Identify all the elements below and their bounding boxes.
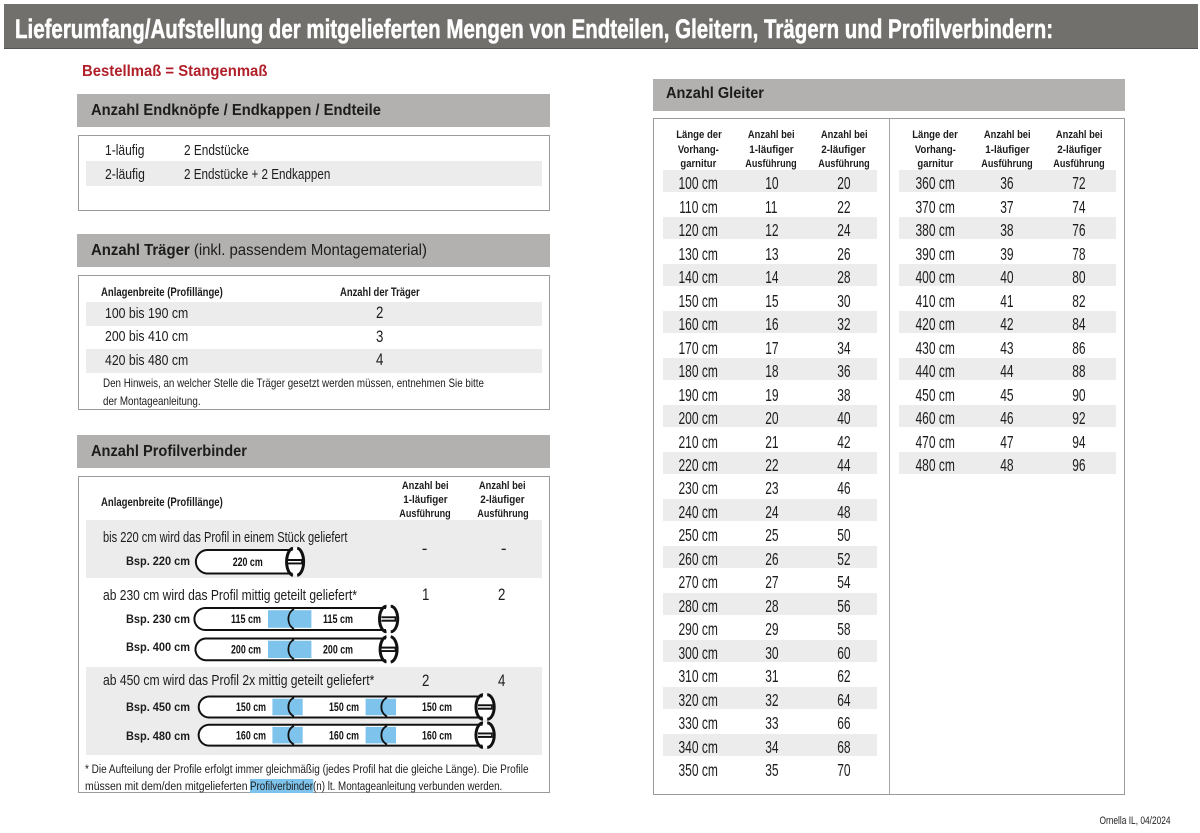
svg-text:220 cm: 220 cm xyxy=(233,557,263,569)
svg-text:150 cm: 150 cm xyxy=(329,702,359,714)
svg-text:200 cm: 200 cm xyxy=(323,645,353,657)
svg-text:150 cm: 150 cm xyxy=(422,702,452,714)
svg-text:160 cm: 160 cm xyxy=(422,730,452,742)
svg-text:160 cm: 160 cm xyxy=(329,730,359,742)
svg-text:115 cm: 115 cm xyxy=(231,614,261,626)
svg-text:150 cm: 150 cm xyxy=(236,702,266,714)
svg-text:115 cm: 115 cm xyxy=(323,614,353,626)
svg-text:200 cm: 200 cm xyxy=(231,645,261,657)
svg-text:160 cm: 160 cm xyxy=(236,730,266,742)
